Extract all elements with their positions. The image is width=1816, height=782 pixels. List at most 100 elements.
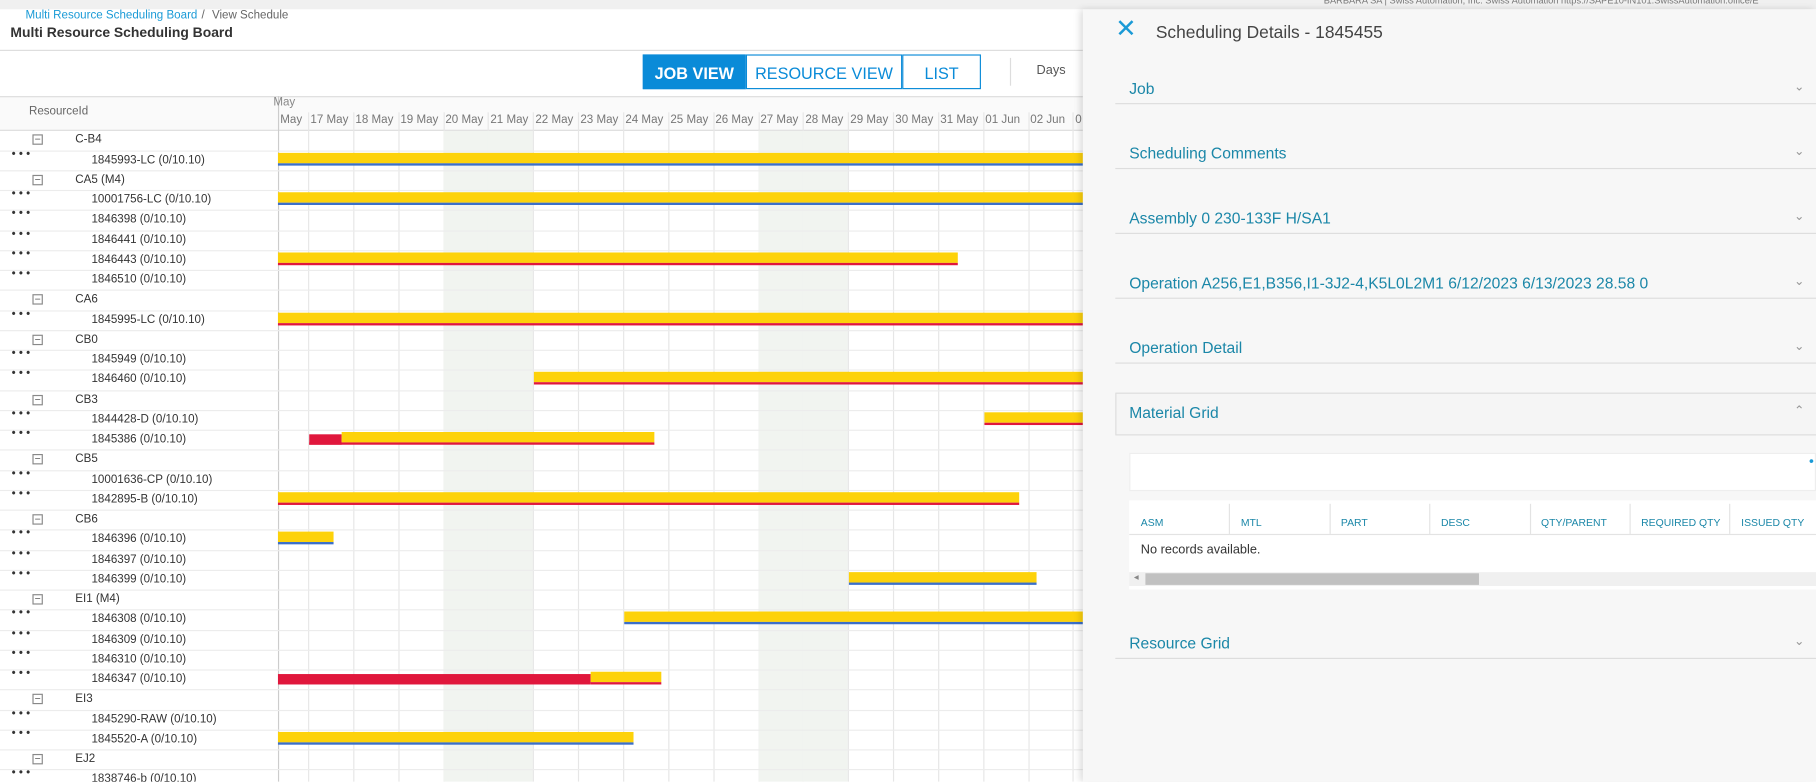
collapse-icon[interactable]: − — [32, 694, 43, 705]
collapse-icon[interactable]: − — [32, 134, 43, 146]
gantt-underline — [533, 382, 1083, 385]
grid-column-divider — [1229, 503, 1231, 534]
gantt-bar[interactable] — [277, 192, 1083, 203]
row-menu[interactable]: • • • — [11, 147, 31, 161]
resource-label: 1846441 (0/10.10) — [91, 233, 187, 247]
grid-column-header[interactable]: PART — [1340, 516, 1368, 529]
date-label: 21 May — [490, 113, 529, 127]
scroll-arrow: ◂ — [1133, 572, 1139, 583]
row-menu[interactable]: • • • — [11, 647, 31, 661]
row-menu[interactable]: • • • — [11, 187, 31, 201]
gantt-underline — [848, 582, 1037, 585]
gantt-overdue — [277, 674, 591, 685]
row-menu[interactable]: • • • — [11, 267, 31, 281]
row-line — [0, 230, 1083, 232]
row-menu[interactable]: • • • — [11, 767, 31, 780]
section-header[interactable]: Scheduling Comments — [1129, 144, 1287, 163]
grid-header-line — [1129, 533, 1816, 536]
gantt-bar[interactable] — [984, 412, 1083, 423]
gantt-bar[interactable] — [624, 611, 1083, 623]
grid-column-header[interactable]: QTY/PARENT — [1541, 516, 1607, 529]
row-menu[interactable]: • • • — [11, 567, 31, 581]
section-header[interactable]: Operation Detail — [1129, 339, 1243, 357]
row-menu[interactable]: • • • — [11, 487, 31, 501]
collapse-icon[interactable]: − — [32, 174, 43, 186]
close-button[interactable]: ✕ — [1115, 13, 1137, 43]
section-chevron: ⌃ — [1793, 404, 1805, 419]
row-menu[interactable]: • • • — [11, 367, 31, 381]
gantt-bar[interactable] — [277, 731, 634, 743]
gantt-bar[interactable] — [341, 432, 655, 443]
row-menu[interactable]: • • • — [11, 627, 31, 641]
grid-column-header[interactable]: REQUIRED QTY — [1641, 516, 1721, 529]
collapse-icon[interactable]: − — [32, 334, 43, 346]
row-menu[interactable]: • • • — [11, 707, 31, 720]
section-divider — [1115, 103, 1816, 105]
gantt-bar[interactable] — [277, 252, 958, 263]
grid-toolbar — [1129, 452, 1816, 492]
row-line — [0, 349, 1083, 352]
collapse-icon[interactable]: − — [32, 514, 43, 525]
section-header[interactable]: Assembly 0 230-133F H/SA1 — [1129, 209, 1331, 227]
gantt-bar[interactable] — [277, 492, 1020, 503]
group-label: EI1 (M4) — [75, 593, 120, 606]
section-header[interactable]: Resource Grid — [1129, 634, 1231, 653]
row-menu[interactable]: • • • — [11, 347, 31, 361]
grid-column-header[interactable]: ASM — [1140, 516, 1164, 529]
row-line — [0, 469, 1083, 471]
view-button[interactable]: RESOURCE VIEW — [745, 54, 903, 90]
resource-label: 1846397 (0/10.10) — [91, 553, 187, 566]
grid-column-header[interactable]: ISSUED QTY — [1741, 516, 1805, 529]
collapse-icon[interactable]: − — [32, 454, 43, 465]
row-menu[interactable]: • • • — [11, 667, 31, 681]
scrollbar-thumb[interactable] — [1145, 573, 1479, 585]
weekend-shade — [803, 130, 848, 782]
grid-column-header[interactable]: DESC — [1440, 516, 1470, 529]
gantt-bar[interactable] — [277, 312, 1083, 323]
section-header[interactable]: Job — [1129, 79, 1155, 98]
grid-column-header[interactable]: MTL — [1240, 516, 1262, 529]
grid-column-divider — [1329, 503, 1331, 534]
collapse-icon[interactable]: − — [32, 294, 43, 306]
resource-label: 1846309 (0/10.10) — [91, 633, 187, 646]
resource-label: 1845290-RAW (0/10.10) — [91, 713, 217, 726]
detail-panel: ✕ Scheduling Details - 1845455 Job ⌄ Schedul… — [1082, 9, 1816, 782]
collapse-icon[interactable]: − — [32, 394, 43, 405]
row-line — [0, 649, 1083, 651]
row-line — [0, 609, 1083, 611]
section-divider — [1115, 297, 1816, 299]
row-menu[interactable]: • • • — [11, 467, 31, 481]
gantt-bar[interactable] — [277, 152, 1083, 163]
row-menu[interactable]: • • • — [11, 247, 31, 261]
row-line — [0, 529, 1083, 531]
panel-title: Scheduling Details - 1845455 — [1155, 23, 1383, 43]
section-divider — [1115, 362, 1816, 364]
row-menu[interactable]: • • • — [11, 307, 31, 321]
row-menu[interactable]: • • • — [11, 407, 31, 421]
row-menu[interactable]: • • • — [11, 607, 31, 621]
collapse-icon[interactable]: − — [32, 594, 43, 605]
row-menu[interactable]: • • • — [11, 427, 31, 441]
breadcrumb-link[interactable]: Multi Resource Scheduling Board — [25, 9, 198, 23]
row-menu[interactable]: • • • — [11, 207, 31, 221]
gantt-underline — [277, 742, 634, 745]
section-header[interactable]: Operation A256,E1,B356,I1-3J2-4,K5L0L2M1… — [1129, 274, 1649, 292]
gantt-bar[interactable] — [277, 532, 334, 543]
collapse-icon[interactable]: − — [32, 754, 43, 765]
section-header[interactable]: Material Grid — [1129, 404, 1219, 422]
section-chevron: ⌄ — [1793, 339, 1805, 354]
row-menu[interactable]: • • • — [11, 547, 31, 561]
gantt-bar[interactable] — [590, 671, 662, 683]
row-menu[interactable]: • • • — [11, 527, 31, 541]
view-button[interactable]: JOB VIEW — [642, 54, 746, 90]
gantt-bar[interactable] — [533, 372, 1083, 383]
view-button[interactable]: LIST — [902, 54, 981, 90]
row-menu[interactable]: • • • — [11, 727, 31, 740]
grid-menu[interactable]: • • • — [1809, 452, 1816, 470]
date-label: 29 May — [850, 113, 889, 127]
gantt-bar[interactable] — [848, 572, 1037, 583]
row-menu[interactable]: • • • — [11, 227, 31, 241]
section-chevron: ⌄ — [1793, 209, 1805, 224]
scale-label[interactable]: Days — [1036, 63, 1066, 78]
group-label: CB3 — [75, 393, 98, 407]
